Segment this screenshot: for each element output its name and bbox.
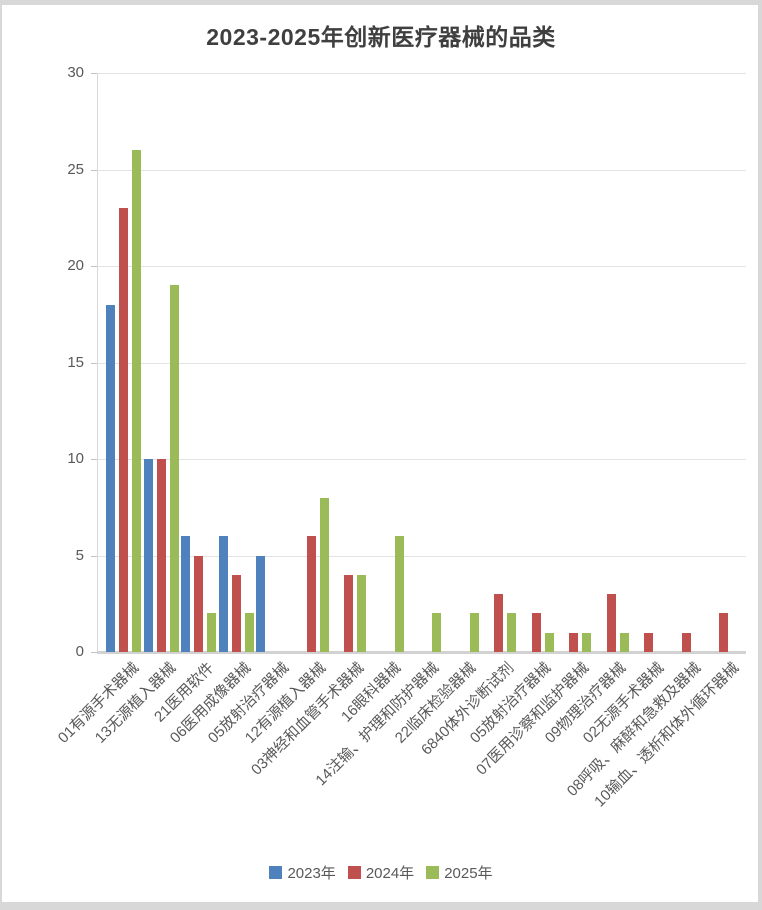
bar-2025年-07医用诊察和监护器械 — [582, 632, 592, 652]
gridline — [97, 266, 746, 267]
x-axis-baseline — [97, 651, 746, 654]
bar-2024年-6840体外诊断试剂 — [494, 594, 504, 652]
bar-2024年-07医用诊察和监护器械 — [569, 632, 579, 652]
y-axis-line — [97, 73, 98, 652]
bar-2024年-10输血、透析和体外循环器械 — [719, 613, 729, 652]
y-axis-tick — [91, 362, 97, 364]
bar-2025年-03神经和血管手术器械 — [357, 574, 367, 652]
bar-2025年-12有源植入器械 — [319, 497, 329, 652]
bar-2025年-16眼科器械 — [394, 536, 404, 652]
legend-swatch — [426, 866, 440, 879]
y-axis-label: 20 — [67, 257, 84, 274]
bar-2025年-14注输、护理和防护器械 — [432, 613, 442, 652]
gridline — [97, 169, 746, 171]
legend: 2023年 2024年 2025年 — [0, 862, 762, 883]
bar-2025年-21医用软件 — [207, 613, 217, 652]
legend-item-2023年: 2023年 — [269, 862, 336, 883]
bar-2025年-13无源植入器械 — [169, 285, 179, 652]
y-axis-tick — [91, 459, 97, 460]
bar-2024年-03神经和血管手术器械 — [344, 574, 354, 652]
legend-label: 2023年 — [287, 865, 336, 882]
bar-2025年-6840体外诊断试剂 — [507, 613, 517, 652]
bar-2023年-13无源植入器械 — [143, 459, 153, 652]
bar-2023年-06医用成像器械 — [218, 536, 228, 652]
bar-2025年-05放射治疗器械 — [544, 632, 554, 652]
bar-2024年-02无源手术器械 — [644, 632, 654, 652]
bar-2024年-21医用软件 — [194, 555, 204, 652]
gridline — [97, 459, 746, 460]
gridline — [97, 362, 746, 364]
legend-item-2024年: 2024年 — [347, 862, 415, 883]
legend-label: 2025年 — [444, 865, 493, 882]
bar-2024年-09物理治疗器械 — [606, 594, 616, 652]
bar-2024年-06医用成像器械 — [231, 574, 241, 652]
y-axis-tick — [91, 169, 97, 171]
bar-2023年-05放射治疗器械 — [256, 555, 266, 652]
y-axis-label: 15 — [67, 353, 84, 371]
frame-border-top — [0, 0, 762, 5]
frame-border-right — [758, 0, 762, 910]
y-axis-tick — [91, 73, 97, 74]
frame-border-bottom — [0, 902, 762, 910]
legend-item-2025年: 2025年 — [426, 862, 493, 883]
legend-swatch — [269, 866, 283, 879]
bar-2024年-08呼吸、麻醉和急救及器械 — [681, 632, 691, 652]
bar-2024年-05放射治疗器械 — [531, 613, 541, 652]
chart-title: 2023-2025年创新医疗器械的品类 — [206, 24, 556, 50]
bar-2025年-22临床检验器械 — [469, 613, 479, 652]
y-axis-label: 30 — [67, 64, 84, 81]
bar-2025年-01有源手术器械 — [132, 150, 141, 652]
y-axis-label: 0 — [75, 643, 84, 660]
bar-2023年-01有源手术器械 — [106, 304, 115, 652]
bar-2023年-21医用软件 — [181, 536, 191, 652]
y-axis-tick — [91, 266, 97, 267]
y-axis-tick — [91, 555, 97, 557]
y-axis-label: 25 — [67, 160, 84, 178]
bar-2024年-12有源植入器械 — [306, 536, 316, 652]
bar-2025年-09物理治疗器械 — [619, 632, 629, 652]
gridline — [97, 73, 746, 74]
y-axis-label: 5 — [75, 546, 84, 564]
bar-2024年-13无源植入器械 — [156, 459, 166, 652]
legend-label: 2024年 — [365, 865, 415, 882]
y-axis-label: 10 — [67, 450, 84, 467]
bar-2025年-06医用成像器械 — [244, 613, 254, 652]
legend-swatch — [347, 866, 361, 879]
y-axis-tick — [91, 652, 97, 653]
bar-2024年-01有源手术器械 — [119, 208, 128, 652]
frame-border-left — [0, 0, 2, 910]
gridline — [97, 555, 746, 557]
